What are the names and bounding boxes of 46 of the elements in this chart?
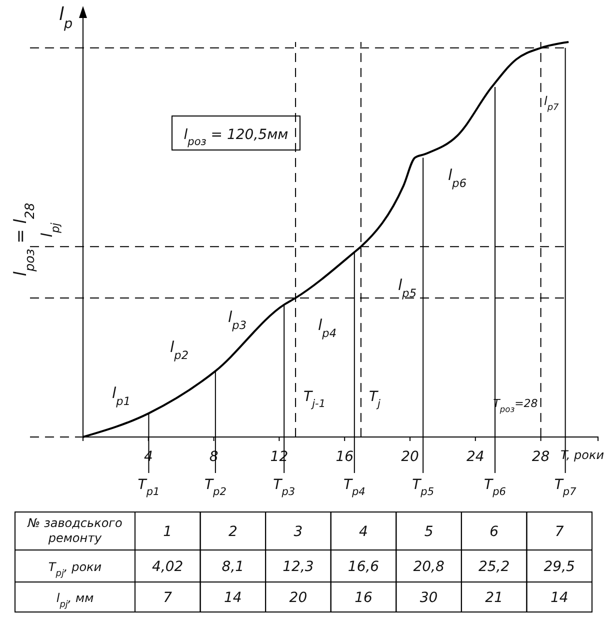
text: 7	[163, 590, 172, 606]
text: 6	[490, 524, 499, 540]
ref-line-label: T$_{j}$	[368, 389, 381, 410]
text: 16,6	[348, 559, 380, 575]
text: T$_{рj}$, роки	[48, 560, 102, 579]
text: 30	[420, 590, 438, 606]
ref-line-label: T$_{j-1}$	[304, 389, 326, 410]
annotation: l$_{роз}$ = 120,5мм	[184, 127, 289, 148]
annotation: l$_{р2}$	[170, 338, 188, 362]
text: 5	[424, 524, 434, 540]
ref-line-label: T$_{р5}$	[412, 477, 434, 498]
text: 2	[228, 524, 238, 540]
text: 29,5	[544, 559, 576, 575]
text: № заводського ремонту	[26, 516, 122, 545]
text: 25,2	[478, 559, 510, 575]
text: l$_{рj}$, мм	[56, 591, 94, 610]
text: 20	[289, 590, 308, 606]
text: 21	[485, 590, 503, 606]
text: 3	[294, 524, 303, 540]
text: 8,1	[222, 559, 244, 575]
annotation: l$_{р3}$	[228, 308, 246, 332]
x-tick-label: 20	[401, 448, 419, 465]
x-tick-label: 24	[466, 448, 484, 465]
text: 7	[554, 524, 564, 540]
ref-line-label: T$_{р6}$	[484, 477, 506, 498]
annotation: l$_{р7}$	[544, 94, 560, 113]
text: 14	[224, 590, 242, 606]
text: 20,8	[413, 559, 444, 575]
annotation: l$_{р6}$	[448, 166, 466, 190]
x-tick-label: 16	[336, 448, 354, 465]
annotation: l$_{р4}$	[318, 316, 336, 340]
ref-line-label: T$_{р1}$	[138, 477, 160, 498]
ref-line-label: T$_{р3}$	[273, 477, 296, 498]
text: 1	[163, 524, 172, 540]
x-tick-label: 28	[532, 448, 550, 465]
annotation: l$_{р1}$	[112, 384, 130, 408]
text: 4	[359, 524, 368, 540]
y-axis-title: l$_{р}$	[59, 4, 73, 32]
ref-line-label: T$_{р4}$	[343, 477, 366, 498]
annotation: l$_{р5}$	[398, 276, 416, 300]
text: 12,3	[282, 559, 314, 575]
ref-line-label: T$_{р7}$	[554, 477, 577, 498]
ref-line-label: T$_{р2}$	[204, 477, 227, 498]
text: 14	[550, 590, 568, 606]
text: 16	[354, 590, 372, 606]
text: 4,02	[152, 559, 184, 575]
